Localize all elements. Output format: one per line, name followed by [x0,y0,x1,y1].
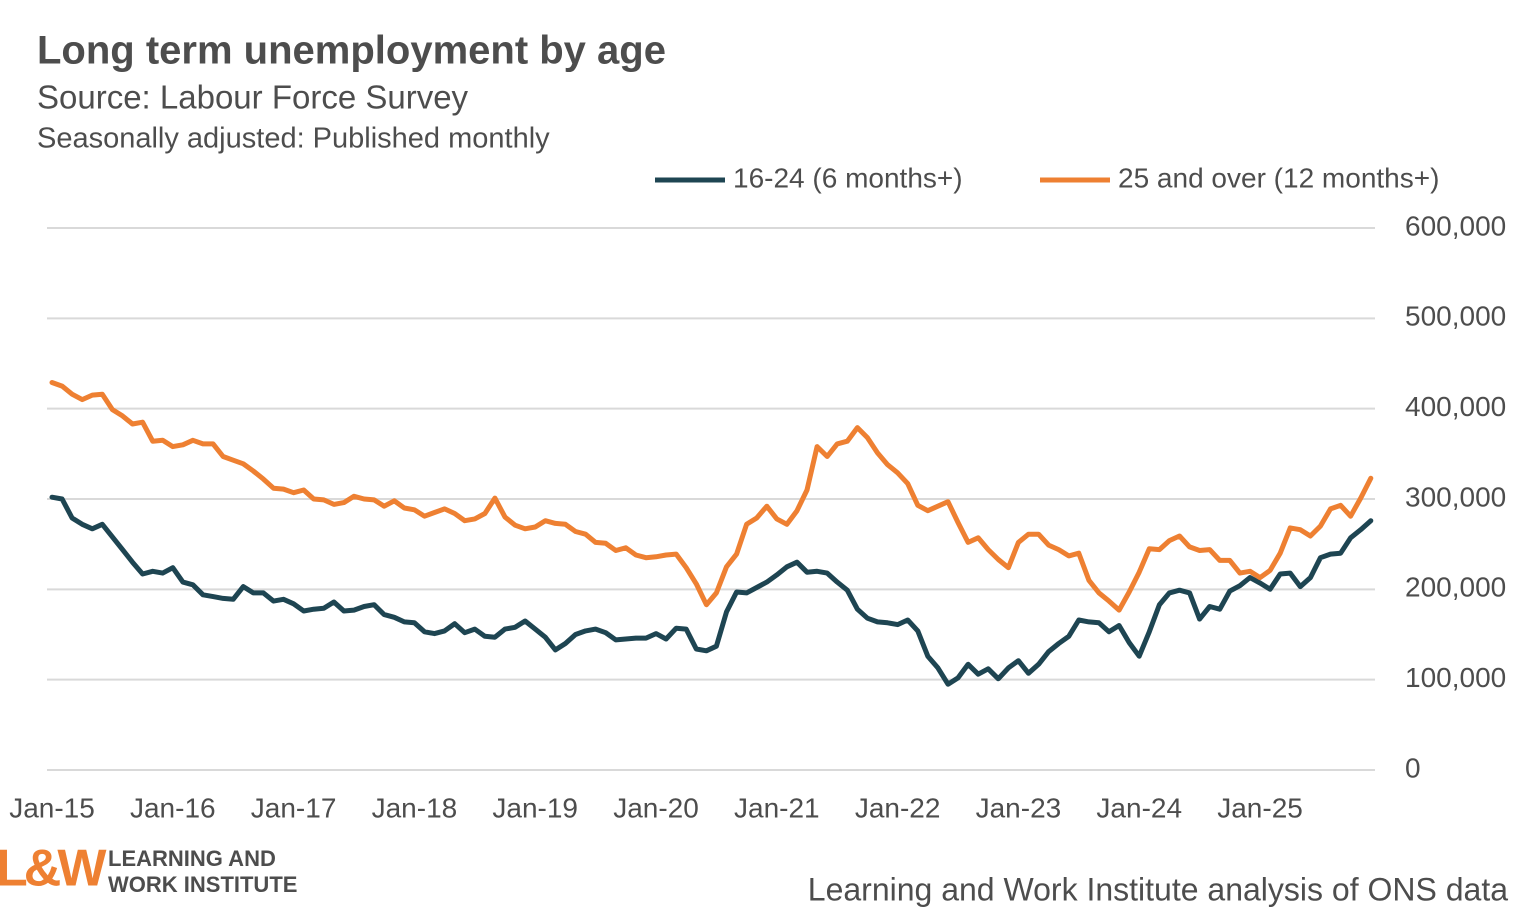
series-line [49,494,1374,687]
chart-note: Seasonally adjusted: Published monthly [37,123,550,155]
series-line [49,380,1374,613]
x-tick-label: Jan-24 [1096,792,1182,823]
y-tick-label: 0 [1405,752,1421,783]
chart-subtitle: Source: Labour Force Survey [37,79,469,116]
x-tick-label: Jan-15 [9,792,95,823]
logo-mark: L&W [0,840,107,898]
logo-text: LEARNING AND [108,846,276,871]
y-tick-label: 100,000 [1405,662,1506,693]
legend-label: 16-24 (6 months+) [733,162,963,193]
y-tick-label: 600,000 [1405,210,1506,241]
y-tick-label: 400,000 [1405,391,1506,422]
x-tick-label: Jan-25 [1217,792,1303,823]
legend-label: 25 and over (12 months+) [1118,162,1439,193]
source-note: Learning and Work Institute analysis of … [808,871,1508,907]
logo-text: WORK INSTITUTE [108,872,297,897]
chart-title: Long term unemployment by age [37,29,666,73]
y-tick-label: 200,000 [1405,572,1506,603]
x-tick-label: Jan-21 [734,792,820,823]
x-tick-label: Jan-17 [251,792,337,823]
x-tick-label: Jan-23 [976,792,1062,823]
y-tick-label: 300,000 [1405,481,1506,512]
y-tick-label: 500,000 [1405,301,1506,332]
logo: L&W LEARNING AND WORK INSTITUTE [0,840,297,898]
x-tick-label: Jan-19 [492,792,578,823]
x-tick-label: Jan-16 [130,792,216,823]
x-tick-label: Jan-20 [613,792,699,823]
x-tick-label: Jan-18 [372,792,458,823]
x-tick-label: Jan-22 [855,792,941,823]
